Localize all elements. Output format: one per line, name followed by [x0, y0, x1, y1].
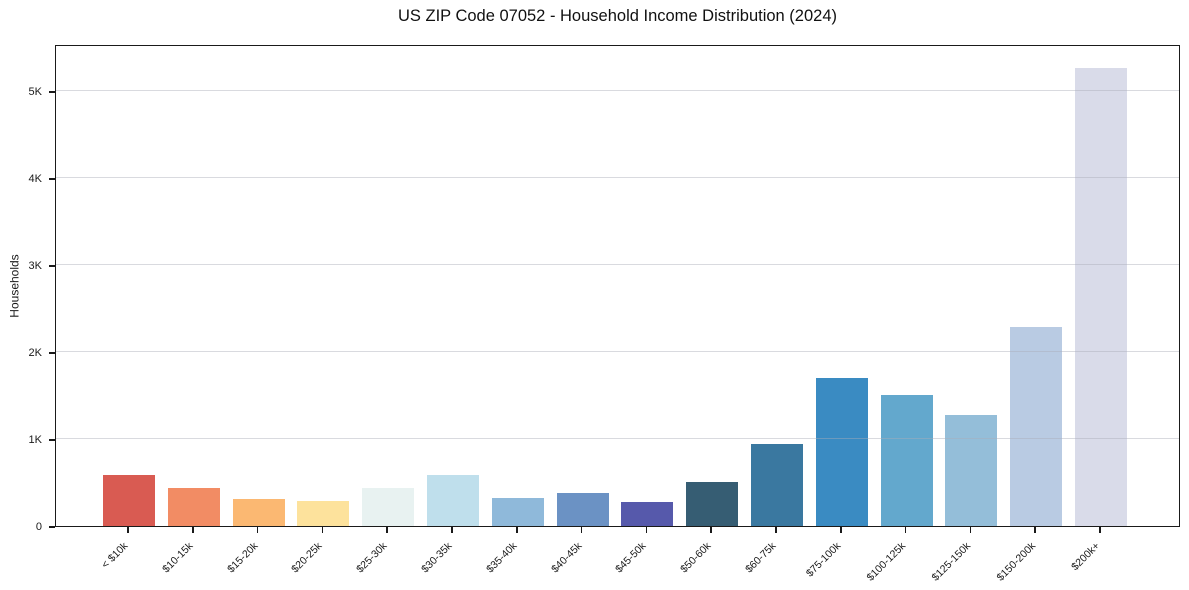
- y-tick-mark: [49, 265, 55, 267]
- x-tick-mark: [1099, 527, 1101, 533]
- x-tick-mark: [256, 527, 259, 533]
- bar-4: [297, 501, 350, 526]
- y-tick-label: 5K: [28, 85, 42, 98]
- bar-8: [556, 492, 609, 526]
- gridline-4K: [56, 177, 1179, 178]
- x-tick-label: $15-20k: [224, 540, 261, 576]
- x-tick-label: $60-75k: [743, 540, 779, 576]
- x-tick-mark: [580, 527, 583, 533]
- x-tick-mark: [775, 527, 777, 533]
- y-tick-label: 4K: [28, 173, 42, 185]
- x-tick-label: $50-60k: [678, 540, 714, 576]
- x-tick-label: $125-150k: [929, 540, 973, 584]
- x-tick-mark: [516, 527, 518, 533]
- x-tick-label: $200k+: [1069, 540, 1103, 574]
- bar-3: [232, 498, 285, 526]
- x-tick-label: $10-15k: [159, 540, 196, 576]
- chart-title: US ZIP Code 07052 - Household Income Dis…: [397, 7, 837, 25]
- x-tick-mark: [386, 527, 388, 533]
- y-tick-mark: [49, 526, 55, 528]
- bar-14: [945, 415, 998, 526]
- x-tick-label: < $10k: [99, 540, 131, 571]
- y-tick-mark: [49, 439, 55, 441]
- bar-7: [491, 497, 544, 526]
- y-tick-mark: [49, 352, 55, 354]
- gridline-1K: [56, 438, 1179, 439]
- bar-12: [815, 378, 868, 526]
- plot-area: [55, 45, 1180, 527]
- gridline-2K: [56, 351, 1179, 352]
- bar-11: [751, 443, 803, 526]
- bar-5: [362, 488, 415, 526]
- bar-16: [1075, 67, 1127, 526]
- x-tick-label: $40-45k: [548, 540, 585, 576]
- y-axis: 0 1K 2K 3K 4K 5K: [0, 45, 55, 533]
- y-tick-mark: [49, 91, 55, 93]
- x-tick-label: $35-40k: [483, 540, 520, 576]
- y-tick-label: 0: [35, 521, 42, 533]
- x-tick-label: $45-50k: [613, 540, 649, 576]
- y-tick-label: 2K: [28, 347, 42, 359]
- bar-6: [427, 475, 479, 526]
- x-axis: < $10k $10-15k $15-20k $20-25k $25-30k $30-35…: [55, 527, 1180, 590]
- x-tick-label: $100-125k: [864, 540, 909, 584]
- y-tick-label: 1K: [28, 434, 42, 446]
- bar-1: [103, 475, 155, 526]
- bar-15: [1010, 326, 1063, 526]
- x-tick-label: $20-25k: [289, 540, 325, 576]
- bar-2: [167, 487, 220, 526]
- x-tick-mark: [710, 527, 712, 533]
- x-tick-mark: [904, 527, 907, 533]
- x-tick-label: $30-35k: [419, 540, 455, 576]
- x-tick-mark: [127, 527, 129, 533]
- x-tick-mark: [645, 527, 648, 533]
- x-tick-mark: [192, 527, 194, 533]
- bar-13: [880, 394, 933, 526]
- bar-9: [621, 501, 674, 526]
- x-tick-label: $150-200k: [994, 540, 1038, 584]
- y-tick-mark: [49, 178, 55, 180]
- bar-10: [686, 482, 739, 526]
- y-tick-label: 3K: [28, 260, 42, 272]
- x-tick-mark: [840, 527, 842, 533]
- x-tick-mark: [1034, 527, 1036, 533]
- gridline-3K: [56, 264, 1179, 265]
- gridline-5K: [56, 89, 1179, 91]
- x-tick-mark: [969, 527, 972, 533]
- x-tick-mark: [321, 527, 324, 533]
- x-tick-mark: [451, 527, 453, 533]
- x-tick-label: $75-100k: [803, 540, 844, 580]
- x-tick-label: $25-30k: [354, 540, 390, 576]
